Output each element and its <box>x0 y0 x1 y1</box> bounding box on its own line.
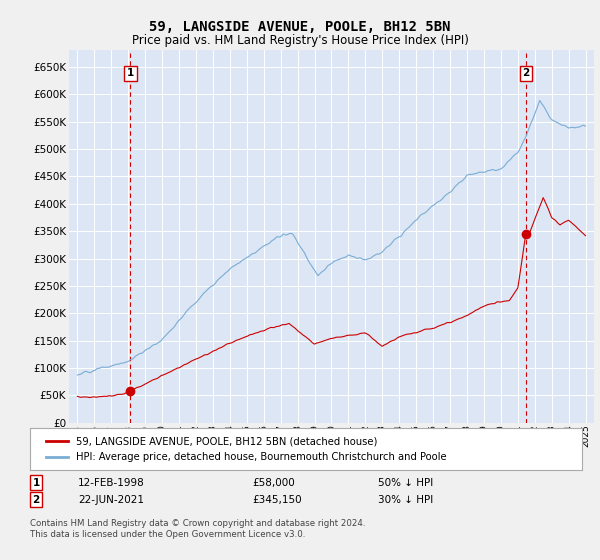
Text: Contains HM Land Registry data © Crown copyright and database right 2024.: Contains HM Land Registry data © Crown c… <box>30 519 365 528</box>
Text: 59, LANGSIDE AVENUE, POOLE, BH12 5BN: 59, LANGSIDE AVENUE, POOLE, BH12 5BN <box>149 20 451 34</box>
Text: Price paid vs. HM Land Registry's House Price Index (HPI): Price paid vs. HM Land Registry's House … <box>131 34 469 46</box>
Text: 30% ↓ HPI: 30% ↓ HPI <box>378 494 433 505</box>
Text: 22-JUN-2021: 22-JUN-2021 <box>78 494 144 505</box>
Text: 2: 2 <box>522 68 529 78</box>
Legend: 59, LANGSIDE AVENUE, POOLE, BH12 5BN (detached house), HPI: Average price, detac: 59, LANGSIDE AVENUE, POOLE, BH12 5BN (de… <box>41 431 451 468</box>
Text: 1: 1 <box>32 478 40 488</box>
Text: £345,150: £345,150 <box>252 494 302 505</box>
Text: 50% ↓ HPI: 50% ↓ HPI <box>378 478 433 488</box>
Text: £58,000: £58,000 <box>252 478 295 488</box>
Text: 1: 1 <box>127 68 134 78</box>
Text: 12-FEB-1998: 12-FEB-1998 <box>78 478 145 488</box>
Text: 2: 2 <box>32 494 40 505</box>
Text: This data is licensed under the Open Government Licence v3.0.: This data is licensed under the Open Gov… <box>30 530 305 539</box>
